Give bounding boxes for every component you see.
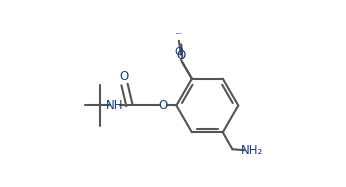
Text: O: O bbox=[174, 47, 183, 57]
Text: NH: NH bbox=[106, 99, 124, 112]
Text: O: O bbox=[119, 70, 129, 83]
Text: Methoxy: Methoxy bbox=[177, 33, 183, 34]
Text: O: O bbox=[159, 99, 168, 112]
Text: O: O bbox=[176, 49, 185, 62]
Text: Methoxy: Methoxy bbox=[176, 33, 182, 34]
Text: NH₂: NH₂ bbox=[240, 144, 263, 157]
